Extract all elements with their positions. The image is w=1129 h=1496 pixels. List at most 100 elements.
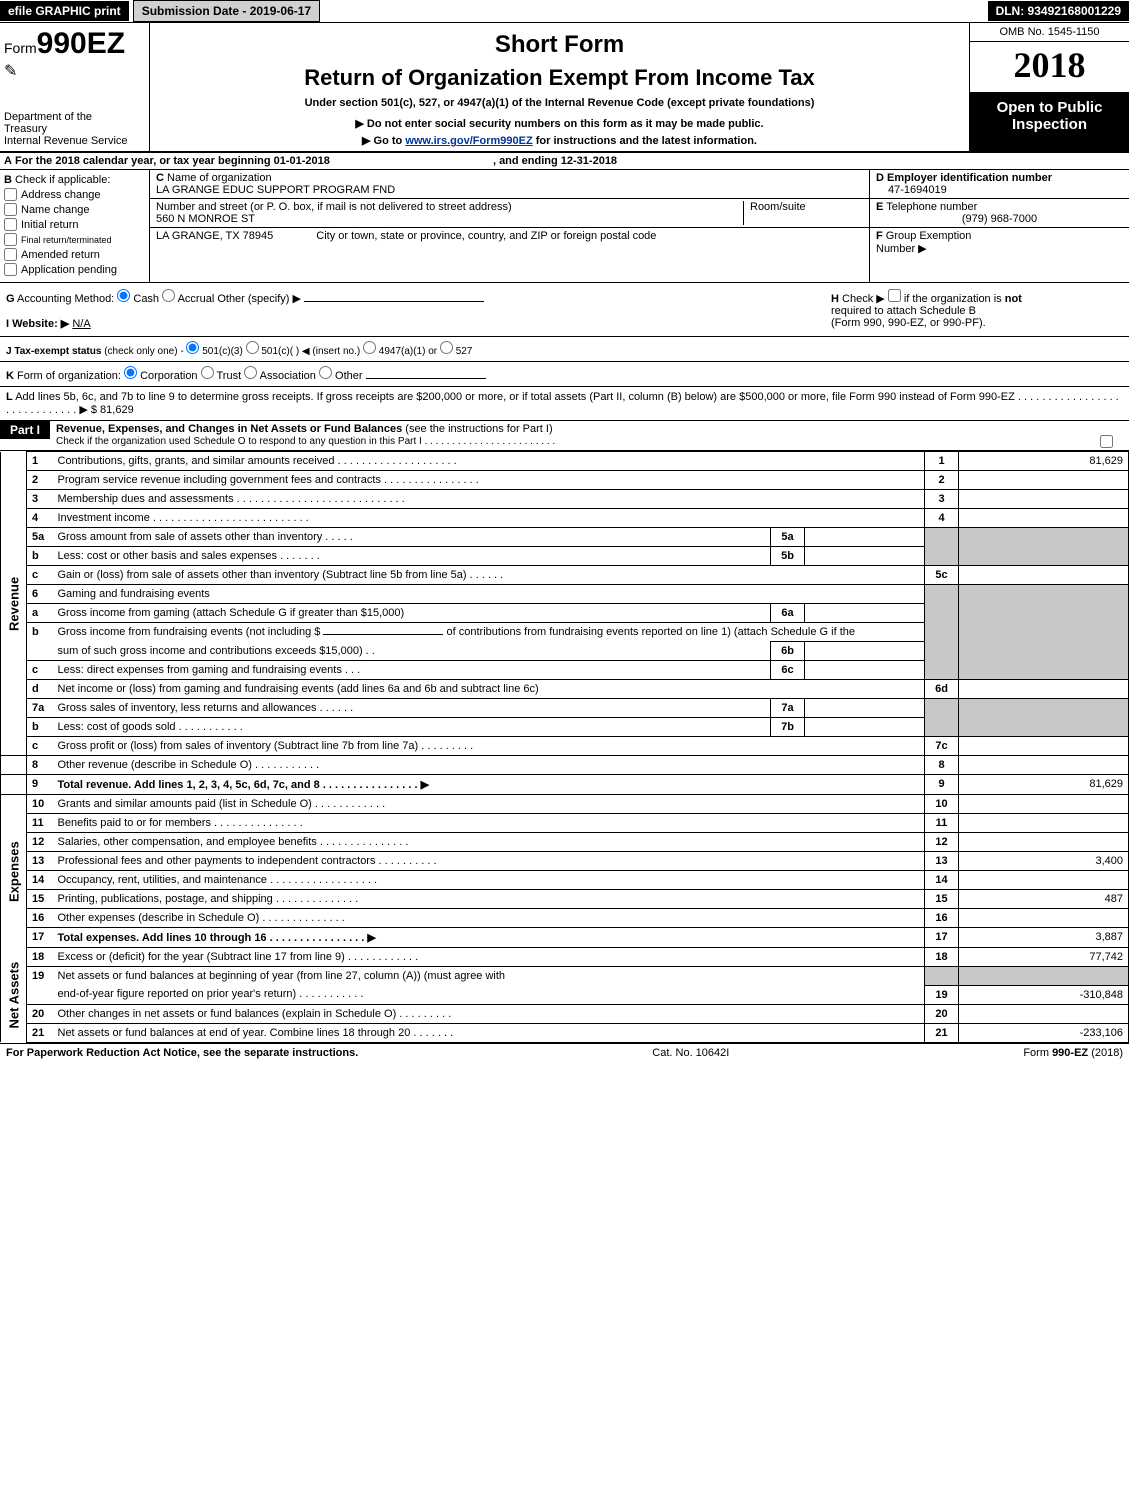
radio-association[interactable] (244, 366, 257, 379)
line-4-desc: Investment income . . . . . . . . . . . … (53, 509, 925, 528)
line-6d-num: d (27, 680, 53, 699)
line-19-desc1: Net assets or fund balances at beginning… (53, 967, 925, 986)
line-6-desc: Gaming and fundraising events (53, 585, 925, 604)
line-5a: 5a Gross amount from sale of assets othe… (1, 528, 1129, 547)
line-18-num: 18 (27, 948, 53, 967)
line-13-num: 13 (27, 852, 53, 871)
radio-trust[interactable] (201, 366, 214, 379)
line-7a-num: 7a (27, 699, 53, 718)
line-2: 2 Program service revenue including gove… (1, 471, 1129, 490)
form-header: Form990EZ ✎ Department of the Treasury I… (0, 23, 1129, 153)
checkbox-schedule-o[interactable] (1100, 435, 1113, 448)
checkbox-final-return-input[interactable] (4, 233, 17, 246)
radio-cash[interactable] (117, 289, 130, 302)
line-11: 11 Benefits paid to or for members . . .… (1, 814, 1129, 833)
dept-line3: Internal Revenue Service (4, 135, 145, 147)
checkbox-initial-return-input[interactable] (4, 218, 17, 231)
line-6d-box: 6d (925, 680, 959, 699)
line-5b-num: b (27, 547, 53, 566)
checkbox-application-pending[interactable]: Application pending (4, 263, 145, 276)
checkbox-amended-return-input[interactable] (4, 248, 17, 261)
radio-4947[interactable] (363, 341, 376, 354)
checkbox-address-change[interactable]: Address change (4, 188, 145, 201)
room-label: Room/suite (750, 201, 806, 213)
shaded-7ab (925, 699, 959, 737)
street-box: Number and street (or P. O. box, if mail… (150, 199, 869, 228)
line-7b-num: b (27, 718, 53, 737)
checkbox-final-return-label: Final return/terminated (21, 235, 112, 245)
section-b: B Check if applicable: Address change Na… (0, 170, 150, 282)
section-a-text: For the 2018 calendar year, or tax year … (15, 155, 330, 167)
radio-accrual[interactable] (162, 289, 175, 302)
line-7a-sub: 7a (771, 699, 805, 718)
radio-501c[interactable] (246, 341, 259, 354)
page-footer: For Paperwork Reduction Act Notice, see … (0, 1043, 1129, 1062)
checkbox-address-change-input[interactable] (4, 188, 17, 201)
line-9-num: 9 (27, 775, 53, 795)
line-7b-desc: Less: cost of goods sold . . . . . . . .… (53, 718, 771, 737)
website-value: N/A (72, 318, 90, 330)
org-name-box: C Name of organization LA GRANGE EDUC SU… (150, 170, 869, 199)
line-13-amount: 3,400 (959, 852, 1129, 871)
part1-badge: Part I (0, 421, 50, 439)
radio-corporation[interactable] (124, 366, 137, 379)
city-value: LA GRANGE, TX 78945 (156, 230, 273, 242)
line-6b-num: b (27, 623, 53, 661)
radio-501c3[interactable] (186, 341, 199, 354)
other-label: Other (specify) ▶ (217, 293, 301, 305)
efile-print-button[interactable]: efile GRAPHIC print (0, 1, 129, 21)
line-20: 20 Other changes in net assets or fund b… (1, 1004, 1129, 1023)
checkbox-initial-return[interactable]: Initial return (4, 218, 145, 231)
line-6d-amount (959, 680, 1129, 699)
line-6c-sub: 6c (771, 661, 805, 680)
shaded-6-amt (959, 585, 1129, 680)
checkbox-final-return[interactable]: Final return/terminated (4, 233, 145, 246)
line-9: 9 Total revenue. Add lines 1, 2, 3, 4, 5… (1, 775, 1129, 795)
footer-left: For Paperwork Reduction Act Notice, see … (6, 1047, 358, 1059)
line-6a-sub: 6a (771, 604, 805, 623)
line-5c: c Gain or (loss) from sale of assets oth… (1, 566, 1129, 585)
section-k-text: Form of organization: (17, 370, 121, 382)
dept-line1: Department of the (4, 111, 145, 123)
line-7a-desc: Gross sales of inventory, less returns a… (53, 699, 771, 718)
expenses-side-label: Expenses (1, 795, 27, 948)
checkbox-application-pending-input[interactable] (4, 263, 17, 276)
line-1-box: 1 (925, 452, 959, 471)
section-l-label: L (6, 391, 13, 403)
section-f-text2: Number ▶ (876, 243, 927, 255)
section-h-label: H (831, 293, 839, 305)
opt-527: 527 (456, 346, 473, 357)
under-section-text: Under section 501(c), 527, or 4947(a)(1)… (158, 97, 961, 109)
checkbox-h[interactable] (888, 289, 901, 302)
checkbox-amended-return[interactable]: Amended return (4, 248, 145, 261)
section-a-label: A (4, 155, 12, 167)
phone-value: (979) 968-7000 (876, 213, 1123, 225)
section-k-label: K (6, 370, 14, 382)
part1-title-text: Revenue, Expenses, and Changes in Net As… (56, 423, 405, 435)
line-14-box: 14 (925, 871, 959, 890)
line-6d-desc: Net income or (loss) from gaming and fun… (53, 680, 925, 699)
line-4-num: 4 (27, 509, 53, 528)
section-g-label: G (6, 293, 15, 305)
checkbox-name-change[interactable]: Name change (4, 203, 145, 216)
radio-527[interactable] (440, 341, 453, 354)
lines-table: Revenue 1 Contributions, gifts, grants, … (0, 451, 1129, 1043)
line-7c-num: c (27, 737, 53, 756)
assoc-label: Association (260, 370, 316, 382)
line-17-num: 17 (27, 928, 53, 948)
line-16-num: 16 (27, 909, 53, 928)
revenue-side-cont (1, 756, 27, 775)
accrual-label: Accrual (178, 293, 215, 305)
section-a-ending: , and ending 12-31-2018 (493, 155, 617, 167)
open-public-line2: Inspection (972, 116, 1127, 133)
checkbox-name-change-input[interactable] (4, 203, 17, 216)
irs-link[interactable]: www.irs.gov/Form990EZ (405, 135, 532, 147)
section-d-text: Employer identification number (887, 172, 1052, 184)
line-5b-sub: 5b (771, 547, 805, 566)
dln-label: DLN: 93492168001229 (988, 1, 1129, 21)
corp-label: Corporation (140, 370, 197, 382)
line-19-box: 19 (925, 985, 959, 1004)
top-bar: efile GRAPHIC print Submission Date - 20… (0, 0, 1129, 23)
line-21-amount: -233,106 (959, 1023, 1129, 1042)
radio-other-org[interactable] (319, 366, 332, 379)
